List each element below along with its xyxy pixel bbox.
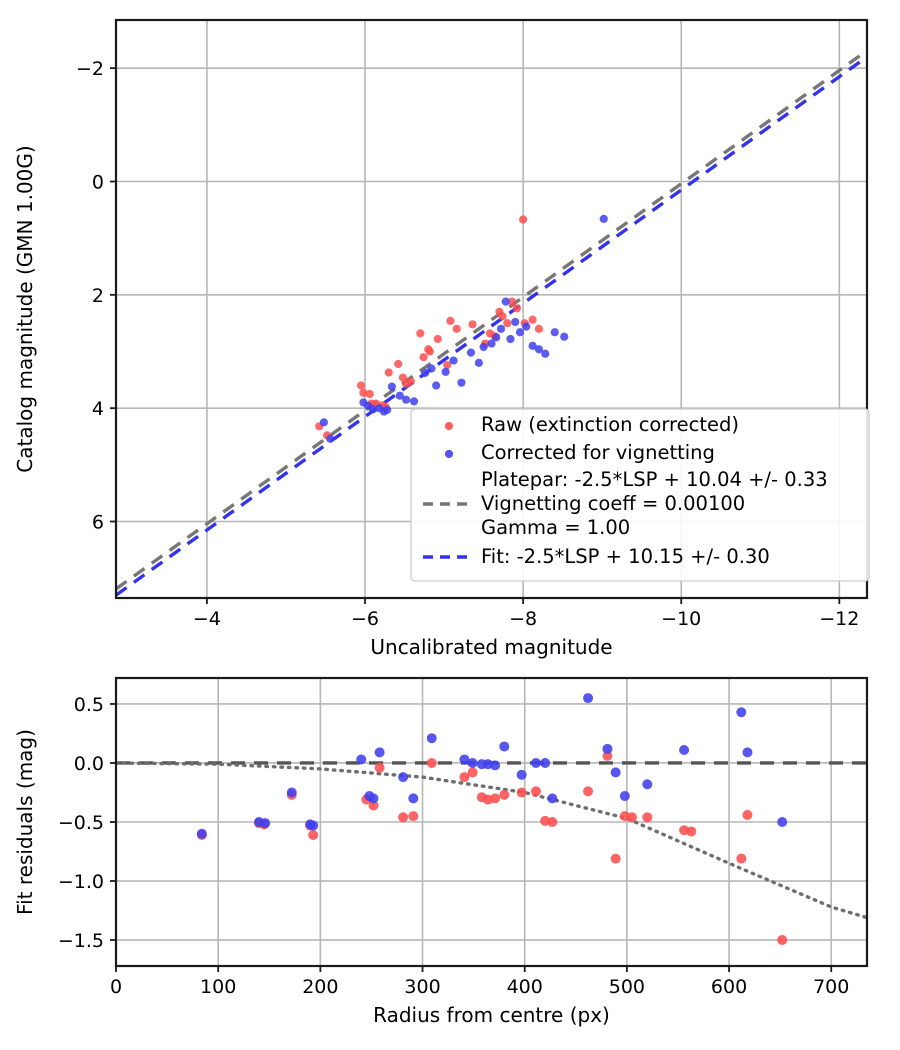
- legend-marker-corrected: [444, 449, 454, 459]
- y-tick-label: 2: [92, 285, 104, 307]
- x-axis-label-top: Uncalibrated magnitude: [370, 635, 612, 659]
- legend-label: Corrected for vignetting: [481, 441, 715, 464]
- legend-label: Gamma = 1.00: [481, 516, 630, 539]
- axes-photometry-calibration: −4 −6 −8 −10 −12 −2 0 2 4 6 Uncalibrated magnitud…: [13, 18, 870, 659]
- legend-label: Platepar: -2.5*LSP + 10.04 +/- 0.33: [481, 468, 828, 491]
- y-tick-label: 6: [92, 512, 104, 534]
- tick-labels-bottom: 0 100 200 300 400 500 600 700 0.5 0.0 −0.5 −1.0 −1.5: [58, 694, 850, 998]
- y-tick-label: −0.5: [58, 812, 104, 834]
- x-tick-label: −6: [351, 608, 379, 630]
- axes-spines-top: [114, 18, 869, 600]
- x-tick-label: 0: [110, 976, 122, 998]
- x-axis-label-bottom: Radius from centre (px): [373, 1003, 610, 1027]
- x-tick-label: −10: [661, 608, 701, 630]
- y-tick-label: −2: [76, 58, 104, 80]
- y-axis-label-bottom: Fit residuals (mag): [13, 729, 37, 915]
- axes-fit-residuals: 0 100 200 300 400 500 600 700 0.5 0.0 −0.5 −1.0 −1.5…: [13, 676, 869, 1027]
- x-tick-label: 700: [813, 976, 849, 998]
- x-tick-label: −12: [819, 608, 859, 630]
- x-tick-label: 600: [711, 976, 747, 998]
- x-tick-label: −8: [509, 608, 537, 630]
- tick-labels-top: −4 −6 −8 −10 −12 −2 0 2 4 6: [76, 58, 859, 630]
- x-tick-label: 400: [507, 976, 543, 998]
- y-tick-label: −1.0: [58, 871, 104, 893]
- x-tick-label: 300: [404, 976, 440, 998]
- x-tick-label: −4: [193, 608, 221, 630]
- x-tick-label: 200: [302, 976, 338, 998]
- legend-label: Fit: -2.5*LSP + 10.15 +/- 0.30: [481, 545, 770, 568]
- y-axis-label-top: Catalog magnitude (GMN 1.00G): [13, 145, 37, 472]
- y-tick-label: 0.0: [74, 753, 104, 775]
- legend-top: Raw (extinction corrected) Corrected for …: [410, 408, 870, 582]
- y-tick-label: 4: [92, 398, 104, 420]
- x-tick-label: 100: [200, 976, 236, 998]
- legend-label: Vignetting coeff = 0.00100: [481, 492, 745, 515]
- legend-marker-raw: [444, 421, 454, 431]
- x-tick-label: 500: [609, 976, 645, 998]
- scatter-points-top: [315, 214, 608, 443]
- y-tick-label: 0.5: [74, 694, 104, 716]
- tick-marks-top: [110, 67, 841, 604]
- legend-label: Raw (extinction corrected): [481, 413, 739, 436]
- y-tick-label: −1.5: [58, 930, 104, 952]
- legend-box: [410, 408, 870, 582]
- y-tick-label: 0: [92, 172, 104, 194]
- fit-lines-top: [115, 49, 868, 597]
- tick-marks-bottom: [110, 703, 833, 972]
- scatter-points-bottom: [196, 693, 788, 946]
